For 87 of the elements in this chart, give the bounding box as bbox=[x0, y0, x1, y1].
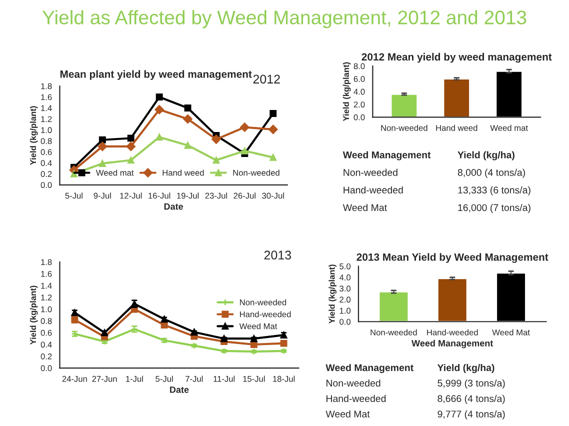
chart-title: Yield as Affected by Weed Management, 2012 and 2013 bbox=[42, 10, 526, 28]
text: 9,777 (4 tons/a) bbox=[438, 410, 505, 420]
x-tick-label: 24-Jun bbox=[62, 376, 87, 382]
y-tick-label: 5.0 bbox=[340, 263, 351, 270]
legend-label: Non-weeded bbox=[233, 170, 280, 176]
text: Weed Mat bbox=[326, 410, 370, 418]
text: 13,333 (6 tons/a) bbox=[458, 186, 530, 196]
y-tick-label: 4.0 bbox=[354, 88, 365, 95]
text: Weed Management bbox=[342, 151, 431, 160]
x-tick-label: 27-Jun bbox=[92, 376, 117, 382]
y-tick-label: 1.6 bbox=[41, 94, 52, 100]
x-axis-title: Date bbox=[164, 203, 184, 210]
y-tick-label: 1.8 bbox=[41, 83, 52, 90]
y-tick-label: 1.8 bbox=[41, 259, 52, 266]
chart-subtitle: Mean plant yield by weed management bbox=[60, 70, 252, 80]
text: Weed Mat bbox=[342, 204, 387, 212]
x-tick-label: Non-weeded bbox=[370, 329, 417, 336]
x-tick-label: Weed mat bbox=[490, 124, 528, 131]
y-tick-label: 0.0 bbox=[40, 182, 52, 188]
x-tick-label: 9-Jul bbox=[94, 192, 111, 199]
y-tick-label: 0.0 bbox=[40, 365, 52, 372]
x-tick-label: Weed Mat bbox=[492, 329, 530, 336]
y-tick-label: 0.4 bbox=[40, 342, 52, 348]
y-tick-label: 1.2 bbox=[41, 116, 52, 122]
y-axis-title: Yield (kg/plant) bbox=[342, 62, 351, 122]
x-tick-label: Hand weed bbox=[436, 124, 478, 131]
y-tick-label: 1.0 bbox=[41, 127, 52, 134]
text: 8,000 (4 tons/a) bbox=[458, 168, 525, 178]
y-tick-label: 1.0 bbox=[41, 306, 52, 312]
x-tick-label: 30-Jul bbox=[262, 192, 284, 199]
y-tick-label: 2.0 bbox=[340, 296, 351, 303]
x-axis-title: Weed Management bbox=[412, 340, 494, 348]
text: Non-weeded bbox=[344, 168, 398, 176]
y-tick-label: 4.0 bbox=[339, 274, 351, 280]
y-tick-label: 1.2 bbox=[41, 294, 52, 300]
x-tick-label: 16-Jul bbox=[148, 192, 170, 199]
x-tick-label: 19-Jul bbox=[177, 192, 199, 199]
y-tick-label: 0.4 bbox=[40, 160, 52, 166]
y-axis-title: Yield (kg/plant) bbox=[328, 264, 336, 324]
x-tick-label: 26-Jul bbox=[234, 192, 256, 199]
x-tick-label: 1-Jul bbox=[126, 376, 143, 382]
x-tick-label: 7-Jul bbox=[186, 376, 203, 382]
y-tick-label: 0.6 bbox=[40, 330, 52, 336]
y-tick-label: 1.0 bbox=[340, 308, 351, 314]
y-axis-title: Yield (kg/plant) bbox=[30, 286, 38, 345]
text: 16,000 (7 tons/a) bbox=[458, 204, 530, 213]
x-tick-label: 11-Jul bbox=[214, 376, 235, 382]
x-tick-label: 23-Jul bbox=[205, 192, 228, 199]
y-tick-label: 6.0 bbox=[354, 76, 365, 82]
y-tick-label: 0.0 bbox=[354, 114, 365, 120]
y-tick-label: 1.4 bbox=[41, 105, 52, 112]
text: 2012 bbox=[253, 74, 280, 84]
y-tick-label: 0.0 bbox=[340, 318, 351, 325]
x-tick-label: 12-Jul bbox=[120, 192, 142, 199]
text: Yield (kg/ha) bbox=[458, 151, 514, 160]
x-tick-label: 18-Jul bbox=[273, 376, 295, 382]
y-tick-label: 1.6 bbox=[41, 270, 52, 277]
chart-title: 2013 Mean Yield by Weed Management bbox=[356, 253, 548, 263]
y-tick-label: 0.6 bbox=[40, 149, 52, 156]
y-tick-label: 3.0 bbox=[340, 286, 351, 292]
legend-label: Hand-weeded bbox=[240, 311, 291, 318]
y-tick-label: 0.8 bbox=[40, 138, 52, 144]
text: Weed Management bbox=[326, 364, 414, 374]
x-tick-label: 5-Jul bbox=[65, 192, 82, 199]
y-tick-label: 1.4 bbox=[41, 282, 52, 289]
x-tick-label: 5-Jul bbox=[156, 376, 173, 382]
y-tick-label: 0.8 bbox=[40, 318, 52, 324]
legend-label: Weed Mat bbox=[239, 323, 278, 330]
chart-title: 2012 Mean yield by weed management bbox=[362, 52, 552, 63]
text: Hand-weeded bbox=[326, 394, 386, 402]
legend-label: Non-weeded bbox=[240, 299, 286, 306]
y-tick-label: 0.2 bbox=[40, 171, 52, 178]
y-tick-label: 8.0 bbox=[354, 63, 365, 70]
y-tick-label: 2.0 bbox=[354, 102, 365, 108]
x-axis-title: Date bbox=[170, 386, 189, 393]
legend-label: Weed mat bbox=[96, 170, 134, 176]
text: Hand-weeded bbox=[344, 186, 403, 194]
y-axis-title: Yield (kg/plant) bbox=[30, 106, 38, 166]
x-tick-label: 15-Jul bbox=[243, 376, 265, 382]
y-tick-label: 0.2 bbox=[40, 353, 52, 360]
text: Yield (kg/ha) bbox=[437, 364, 494, 374]
legend-label: Hand weed bbox=[162, 170, 204, 176]
text: 8,666 (4 tons/a) bbox=[438, 394, 505, 404]
text: 2013 bbox=[264, 250, 292, 260]
x-tick-label: Non-weeded bbox=[381, 124, 428, 131]
text: 5,999 (3 tons/a) bbox=[438, 379, 505, 389]
x-tick-label: Hand-weeded bbox=[427, 329, 478, 336]
